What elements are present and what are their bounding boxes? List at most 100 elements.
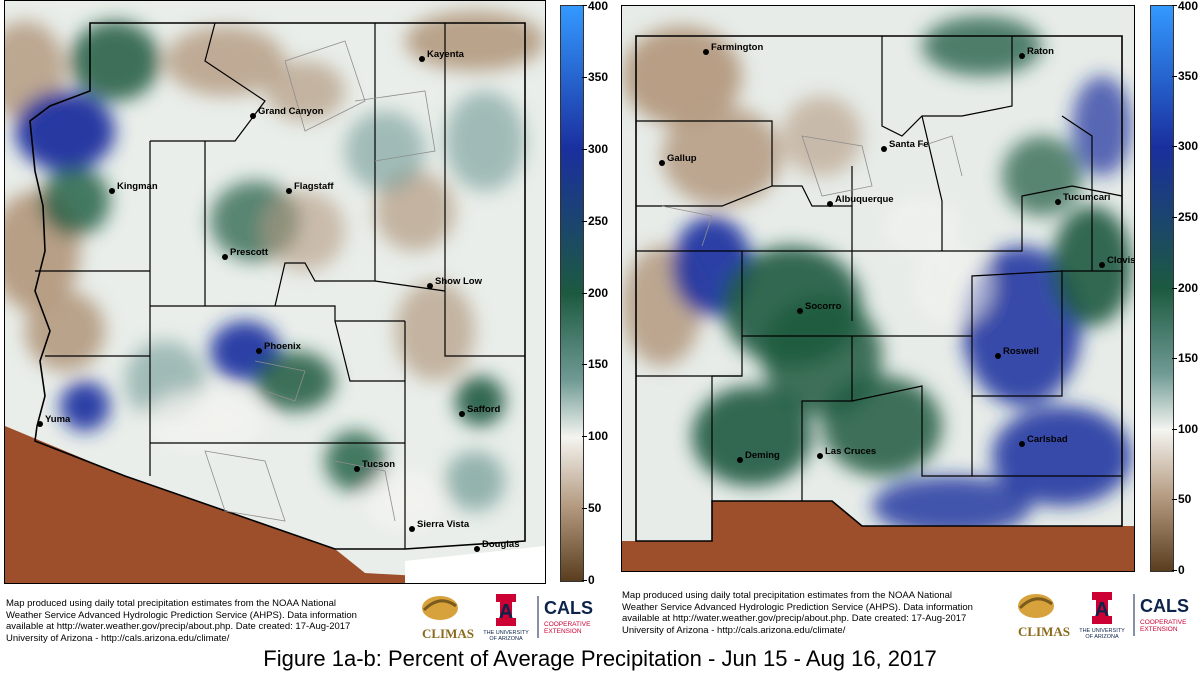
credit-line: available at http://water.weather.gov/pr… (622, 613, 967, 624)
climas-wordmark: CLIMAS (1018, 624, 1070, 639)
arizona-colorbar-tick-label: 100 (588, 429, 609, 444)
new-mexico-colorbar-tick-label: 250 (1178, 209, 1199, 224)
city-marker: Socorro (797, 301, 842, 314)
precip-anomaly-patch (1002, 136, 1082, 216)
city-dot (37, 421, 43, 427)
ua-logo: A THE UNIVERSITY OF ARIZONA (483, 594, 529, 642)
city-label: Sierra Vista (417, 519, 470, 530)
cals-sub-1: COOPERATIVE (544, 621, 591, 628)
arizona-colorbar-tick (582, 436, 587, 438)
precip-anomaly-patch (782, 96, 862, 176)
city-dot (250, 113, 256, 119)
precip-anomaly-patch (325, 431, 385, 491)
city-marker: Tucumcari (1055, 192, 1110, 205)
arizona-colorbar-tick-label: 0 (588, 573, 595, 587)
city-marker: Sierra Vista (409, 519, 470, 532)
new-mexico-colorbar (1150, 5, 1174, 572)
climas-logo: CLIMAS (1018, 594, 1070, 639)
ua-line-1: THE UNIVERSITY (483, 630, 529, 636)
precip-anomaly-patch (15, 91, 115, 171)
new-mexico-credit: Map produced using daily total precipita… (622, 590, 973, 636)
mexico-area (622, 501, 1134, 571)
new-mexico-colorbar-tick (1172, 358, 1177, 360)
new-mexico-colorbar-tick-label: 400 (1178, 0, 1199, 13)
city-label: Farmington (711, 42, 763, 53)
city-marker: Tucson (354, 459, 395, 472)
new-mexico-state-border (635, 35, 1123, 542)
new-mexico-colorbar-tick (1172, 428, 1177, 430)
svg-text:A: A (1095, 599, 1109, 621)
credit-line: Weather Service Advanced Hydrologic Pred… (622, 601, 973, 613)
city-marker: Kingman (109, 181, 158, 194)
city-dot (474, 546, 480, 552)
new-mexico-colorbar-tick-label: 350 (1178, 68, 1199, 83)
arizona-colorbar-tick (582, 364, 587, 366)
city-marker: Show Low (427, 276, 483, 289)
city-dot (1019, 441, 1025, 447)
city-dot (817, 453, 823, 459)
new-mexico-colorbar-tick (1172, 5, 1177, 6)
city-label: Clovis (1107, 255, 1134, 266)
city-label: Las Cruces (825, 446, 876, 457)
arizona-credit: Map produced using daily total precipita… (6, 598, 357, 644)
city-marker: Albuquerque (827, 194, 894, 207)
city-dot (827, 201, 833, 207)
arizona-colorbar-tick-label: 150 (588, 357, 609, 372)
arizona-colorbar-tick (582, 5, 587, 6)
precip-anomaly-patch (872, 476, 1032, 536)
city-marker: Prescott (222, 247, 269, 260)
city-dot (459, 411, 465, 417)
county-borders (636, 36, 1123, 501)
arizona-colorbar-tick-label: 250 (588, 213, 609, 228)
cals-logo: CALS COOPERATIVE EXTENSION (537, 596, 593, 638)
city-marker: Phoenix (256, 341, 302, 354)
mexico-area-right (405, 546, 545, 583)
new-mexico-colorbar-tick-label: 0 (1178, 563, 1185, 577)
arizona-colorbar-tick-label: 400 (588, 0, 609, 13)
new-mexico-colorbar-tick (1172, 570, 1177, 571)
precip-anomaly-patch (662, 106, 782, 206)
precip-anomaly-patch (922, 16, 1042, 76)
climas-wordmark: CLIMAS (422, 626, 474, 641)
arizona-colorbar-tick-label: 350 (588, 69, 609, 84)
figure-caption: Figure 1a-b: Percent of Average Precipit… (263, 646, 937, 671)
city-marker: Las Cruces (817, 446, 876, 459)
arizona-colorbar-tick (582, 580, 587, 581)
arizona-map-svg: Kayenta Grand Canyon Kingman Flagstaff Presc… (5, 1, 545, 583)
city-label: Flagstaff (294, 181, 334, 192)
cals-logo: CALS COOPERATIVE EXTENSION (1133, 594, 1189, 636)
precip-anomaly-patch (255, 351, 335, 411)
reservation-lines (204, 40, 436, 522)
cals-sub-2: EXTENSION (544, 628, 582, 635)
new-mexico-colorbar-tick-label: 50 (1178, 492, 1192, 507)
precip-anomaly-patch (165, 26, 285, 96)
arizona-map: Kayenta Grand Canyon Kingman Flagstaff Presc… (4, 0, 546, 584)
precip-anomaly-patch (265, 191, 345, 271)
precip-anomaly-patch (1072, 76, 1132, 176)
credit-line: Map produced using daily total precipita… (6, 598, 337, 609)
city-marker: Clovis (1099, 255, 1134, 268)
precip-anomaly-patch (345, 111, 425, 191)
city-marker: Douglas (474, 539, 519, 552)
city-marker: Carlsbad (1019, 434, 1068, 447)
city-dot (427, 283, 433, 289)
city-dot (1099, 262, 1105, 268)
city-dot (109, 188, 115, 194)
city-label: Show Low (435, 276, 483, 287)
mexico-area (5, 426, 545, 583)
city-marker: Gallup (659, 153, 697, 166)
city-dot (995, 353, 1001, 359)
city-dot (256, 348, 262, 354)
city-label: Carlsbad (1027, 434, 1068, 445)
precip-anomaly-patch (265, 61, 345, 121)
climas-logo: CLIMAS (422, 596, 474, 641)
precip-anomaly-patch (692, 386, 812, 486)
arizona-colorbar-tick-label: 50 (588, 501, 602, 516)
new-mexico-colorbar-tick (1172, 499, 1177, 501)
city-label: Tucson (362, 459, 395, 470)
reservation-lines (661, 135, 963, 247)
credit-line: available at http://water.weather.gov/pr… (6, 621, 351, 632)
city-dot (881, 146, 887, 152)
city-dot (737, 457, 743, 463)
new-mexico-map-svg: Farmington Raton Gallup Santa Fe Albuquerque… (622, 6, 1134, 571)
